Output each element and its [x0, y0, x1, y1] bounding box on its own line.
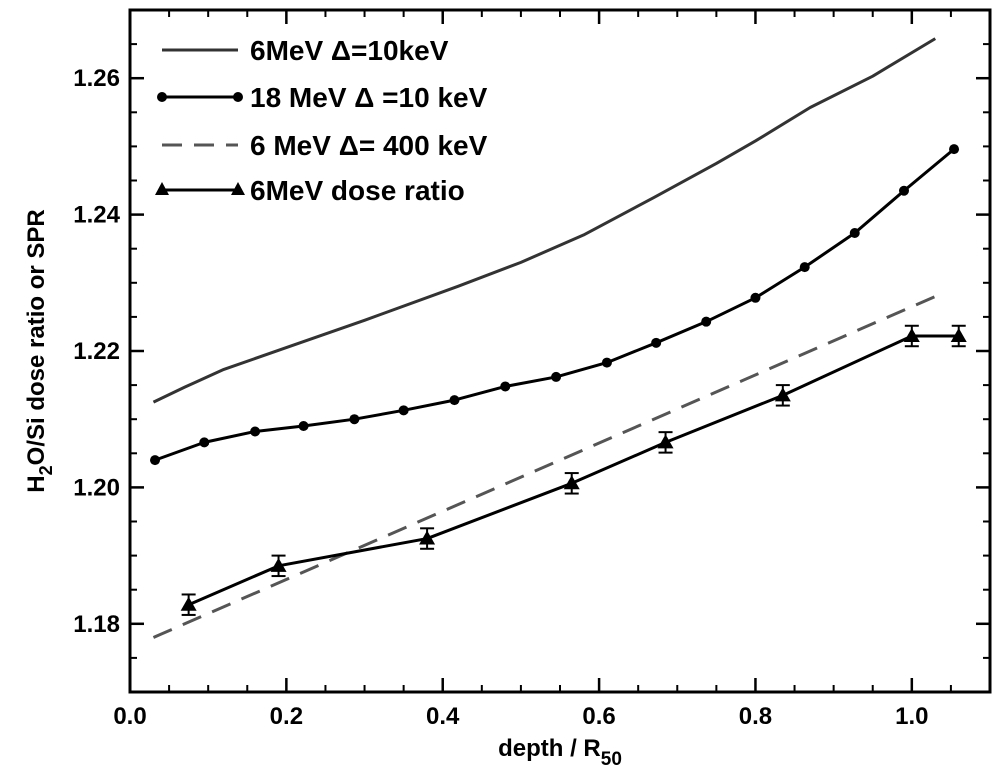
- legend-label-series-2: 18 MeV Δ =10 keV: [250, 82, 488, 113]
- data-point: [563, 475, 580, 490]
- x-tick-label: 0.0: [113, 703, 146, 730]
- x-axis-title: depth / R50: [498, 735, 622, 770]
- data-point: [419, 530, 436, 545]
- data-point: [449, 395, 460, 406]
- y-tick-label: 1.22: [73, 338, 120, 365]
- data-point: [899, 185, 909, 196]
- legend-label-series-4: 6MeV dose ratio: [250, 175, 465, 206]
- data-point: [701, 316, 712, 327]
- y-axis-title-subscript: 2: [36, 465, 56, 475]
- data-point: [551, 371, 562, 382]
- x-tick-label: 1.0: [895, 703, 928, 730]
- data-point: [949, 144, 960, 155]
- axis-ticks: [128, 9, 990, 693]
- data-point: [601, 357, 612, 368]
- y-axis-title-rest: O/Si dose ratio or SPR: [23, 209, 50, 465]
- data-point: [774, 387, 791, 402]
- y-tick-label: 1.20: [73, 474, 120, 501]
- series-line-3: [152, 295, 936, 639]
- series-line-4: [188, 334, 959, 607]
- y-axis-title: H2O/Si dose ratio or SPR: [23, 209, 56, 492]
- legend: 6MeV Δ=10keV 18 MeV Δ =10 keV 6 MeV Δ= 4…: [155, 35, 488, 206]
- x-axis-title-main: depth / R: [498, 735, 601, 762]
- data-point: [500, 381, 511, 392]
- data-point: [150, 455, 161, 466]
- x-axis-title-subscript: 50: [601, 749, 622, 770]
- data-point: [903, 327, 920, 342]
- legend-marker-series-2: [157, 92, 167, 102]
- legend-marker-series-4: [155, 182, 169, 195]
- legend-label-series-3: 6 MeV Δ= 400 keV: [250, 130, 488, 161]
- tick-labels: 0.0 0.2 0.4 0.6 0.8 1.0 1.18 1.20 1.22 1.24 1.26: [73, 65, 928, 730]
- legend-marker-series-4: [231, 182, 245, 195]
- data-point: [950, 327, 967, 342]
- data-point: [651, 337, 662, 348]
- y-tick-label: 1.26: [73, 65, 120, 92]
- y-tick-label: 1.18: [73, 611, 120, 638]
- plot-series: [150, 37, 967, 639]
- data-point: [398, 405, 409, 416]
- legend-marker-series-2: [233, 92, 243, 102]
- data-point: [349, 414, 360, 425]
- data-point: [270, 557, 287, 572]
- legend-label-series-1: 6MeV Δ=10keV: [250, 35, 449, 66]
- x-tick-label: 0.2: [270, 703, 303, 730]
- data-point: [799, 262, 810, 273]
- data-point: [750, 292, 761, 303]
- x-tick-label: 0.8: [739, 703, 772, 730]
- y-axis-title-prefix: H: [23, 475, 50, 492]
- series-line-1: [152, 37, 937, 404]
- x-tick-label: 0.6: [582, 703, 615, 730]
- data-point: [298, 421, 309, 432]
- x-tick-label: 0.4: [426, 703, 460, 730]
- data-point: [199, 437, 210, 448]
- data-point: [180, 596, 197, 611]
- data-point: [250, 426, 261, 437]
- data-point: [849, 228, 860, 239]
- y-tick-label: 1.24: [73, 202, 120, 229]
- data-point: [657, 434, 674, 449]
